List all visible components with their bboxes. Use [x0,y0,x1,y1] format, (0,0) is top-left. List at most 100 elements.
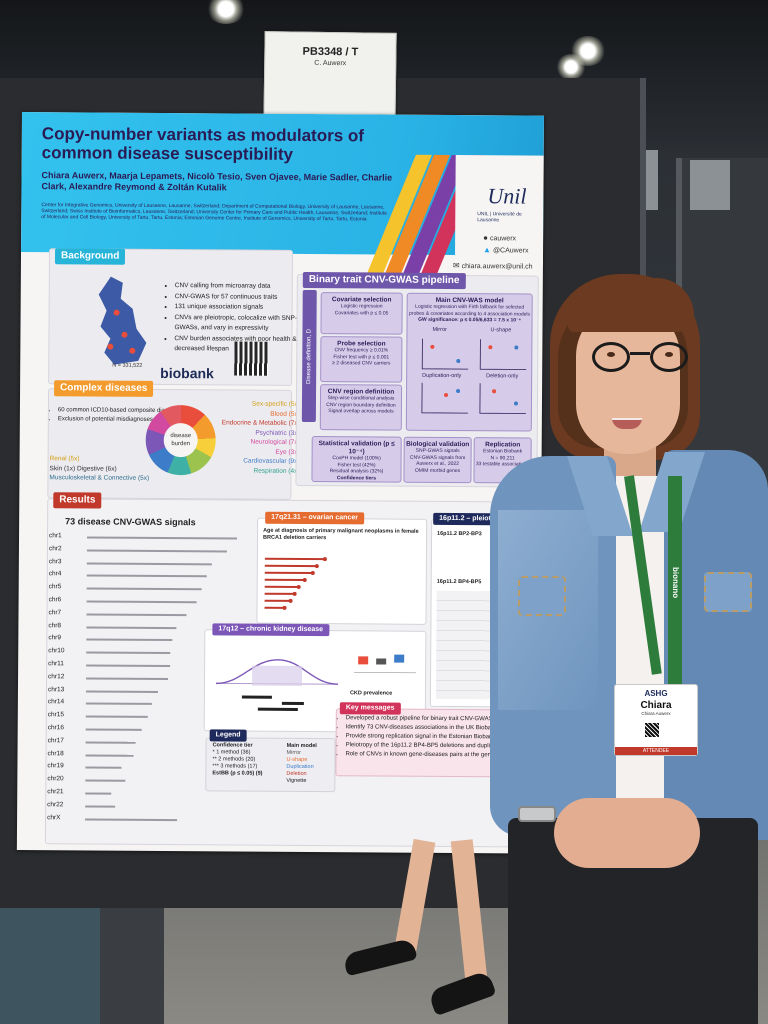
chromosome-ideogram [85,690,158,693]
pleiotropy-subheading: 16p11.2 BP4-BP5 [436,578,482,586]
chromosome-label: chr7 [48,608,62,617]
chromosome-ideogram [86,626,177,629]
lollipop-bar [264,557,325,561]
eye [665,352,673,357]
legend-tiers: Confidence tier * 1 method (36) ** 2 met… [212,742,262,777]
badge-org: ASHG [644,689,668,698]
probe-selection-box: Probe selection CNV frequency ≥ 0.01% Fi… [320,336,403,383]
lollipop-bar [264,578,305,581]
twitter-icon: ▲ [483,245,492,255]
list-item: CNV calling from microarray data [175,281,315,292]
chromosome-label: chrX [47,813,61,821]
glasses-bridge [630,352,650,355]
lollipop-bar [264,585,299,588]
lanyard-text: bionano [671,567,680,599]
chromosome-ideogram [85,754,134,757]
glasses-lens [650,342,688,372]
passerby-legs [342,838,500,1024]
chromosome-ideogram [86,600,197,604]
badge-role: ATTENDEE [615,747,697,755]
chromosome-ideogram [86,587,202,591]
category-item: Neurological (7x) [250,438,300,446]
github-icon: ● [483,233,489,243]
category-item: Endocrine & Metabolic (7x) [221,419,300,427]
github-text: cauwerx [489,235,517,243]
category-renal: Renal (5x) [49,455,80,463]
donut-center: disease burden [163,422,198,458]
category-item: Psychiatric (3x) [255,429,300,437]
ovarian-description: Age at diagnosis of primary malignant ne… [263,527,419,542]
donut-label: burden [171,441,191,448]
chromosome-ideogram [85,779,126,782]
chair [0,902,110,1024]
badge-qr-icon [645,723,659,737]
box-line: Confidence tiers [336,474,377,481]
chromosome-label: chr16 [47,724,64,732]
cnv-region-box: CNV region definition Step-wise conditio… [319,384,403,431]
disease-categories-right: Sex-specific (5x) Blood (5x) Endocrine &… [213,399,300,476]
legend-item: Vignette [286,777,307,785]
unil-logo: Unil [487,183,527,209]
name-badge: ASHG Chiara Chiara Auwerx ATTENDEE [614,684,698,756]
legend-heading-tab: Legend [209,729,247,742]
chromosome-label: chr10 [48,647,65,655]
chromosome-label: chr9 [48,634,62,642]
hair-bangs [568,278,694,332]
chromosome-label: chr5 [48,583,62,591]
badge-first-name: Chiara [640,700,672,711]
legend-panel: Confidence tier * 1 method (36) ** 2 met… [205,737,336,793]
chromosome-label: chr19 [47,762,64,770]
chromosome-ideogram [86,562,212,565]
chromosome-ideogram [85,728,142,731]
pipeline-heading: Binary trait CNV-GWAS pipeline [302,271,466,290]
chromosome-ideogram [85,805,116,808]
lanyard: bionano [668,476,682,690]
chromosome-ideogram [85,741,136,744]
box-line: OMIM morbid genes [414,467,461,474]
chromosome-ideogram [86,574,207,578]
chromosome-ideogram [85,702,152,706]
glasses-icon [592,342,688,372]
sample-size: N = 331,522 [112,362,143,369]
chromosome-ideogram [85,792,112,795]
chromosome-ideogram [86,638,173,642]
twitter-handle: ▲ @CAuwerx [483,245,528,254]
donut-label: disease [170,433,192,440]
lollipop-bar [264,571,313,575]
category-musculoskeletal: Musculoskeletal & Connective (5x) [49,474,150,482]
lollipop-dot [288,598,293,603]
lollipop-dot [296,584,301,589]
list-item: CNVs are pleiotropic, colocalize with SN… [174,313,314,335]
lollipop-dot [314,564,319,569]
ceiling-light [206,0,246,24]
unil-logo-subtitle: UNIL | Université de Lausanne [477,211,522,224]
eye [607,352,615,357]
presenter-name: C. Auwerx [314,59,347,68]
kidney-region-plot [216,659,339,711]
pleiotropy-subheading: 16p11.2 BP2-BP3 [437,530,482,538]
complex-diseases-heading: Complex diseases [54,380,154,397]
legend-models: Main model Mirror U-shape Duplication De… [286,743,317,778]
chromosome-label: chr12 [48,672,65,681]
github-handle: ● cauwerx [483,233,516,242]
list-item: 131 unique association signals [175,302,315,313]
research-poster: Copy-number variants as modulators of co… [16,112,544,854]
chromosome-label: chr14 [47,698,65,706]
chromosome-labels: chr1 chr2 chr3 chr4 chr5 chr6 chr7 chr8 chr9 chr1… [47,530,89,825]
ovarian-heading: 17q21.31 – ovarian cancer [265,511,364,525]
lollipop-bar [264,564,317,568]
lollipop-bar [264,592,295,595]
jacket-pocket [518,576,566,616]
chromosome-label: chr4 [48,570,62,578]
disease-categories-left: Renal (5x) Skin (1x) Digestive (6x) Musc… [49,454,159,483]
disease-burden-donut: disease burden [145,404,216,476]
mini-plot-label: Mirror [432,326,447,333]
qr-code-icon [234,341,269,376]
badge-full-name: Chiara Auwerx [641,711,671,716]
chromosome-ideogram [86,613,187,616]
leg [394,838,436,952]
chromosome-ideogram [86,549,227,553]
clasped-hands [554,798,700,868]
covariate-selection-box: Covariate selection Logistic regression … [320,292,403,335]
